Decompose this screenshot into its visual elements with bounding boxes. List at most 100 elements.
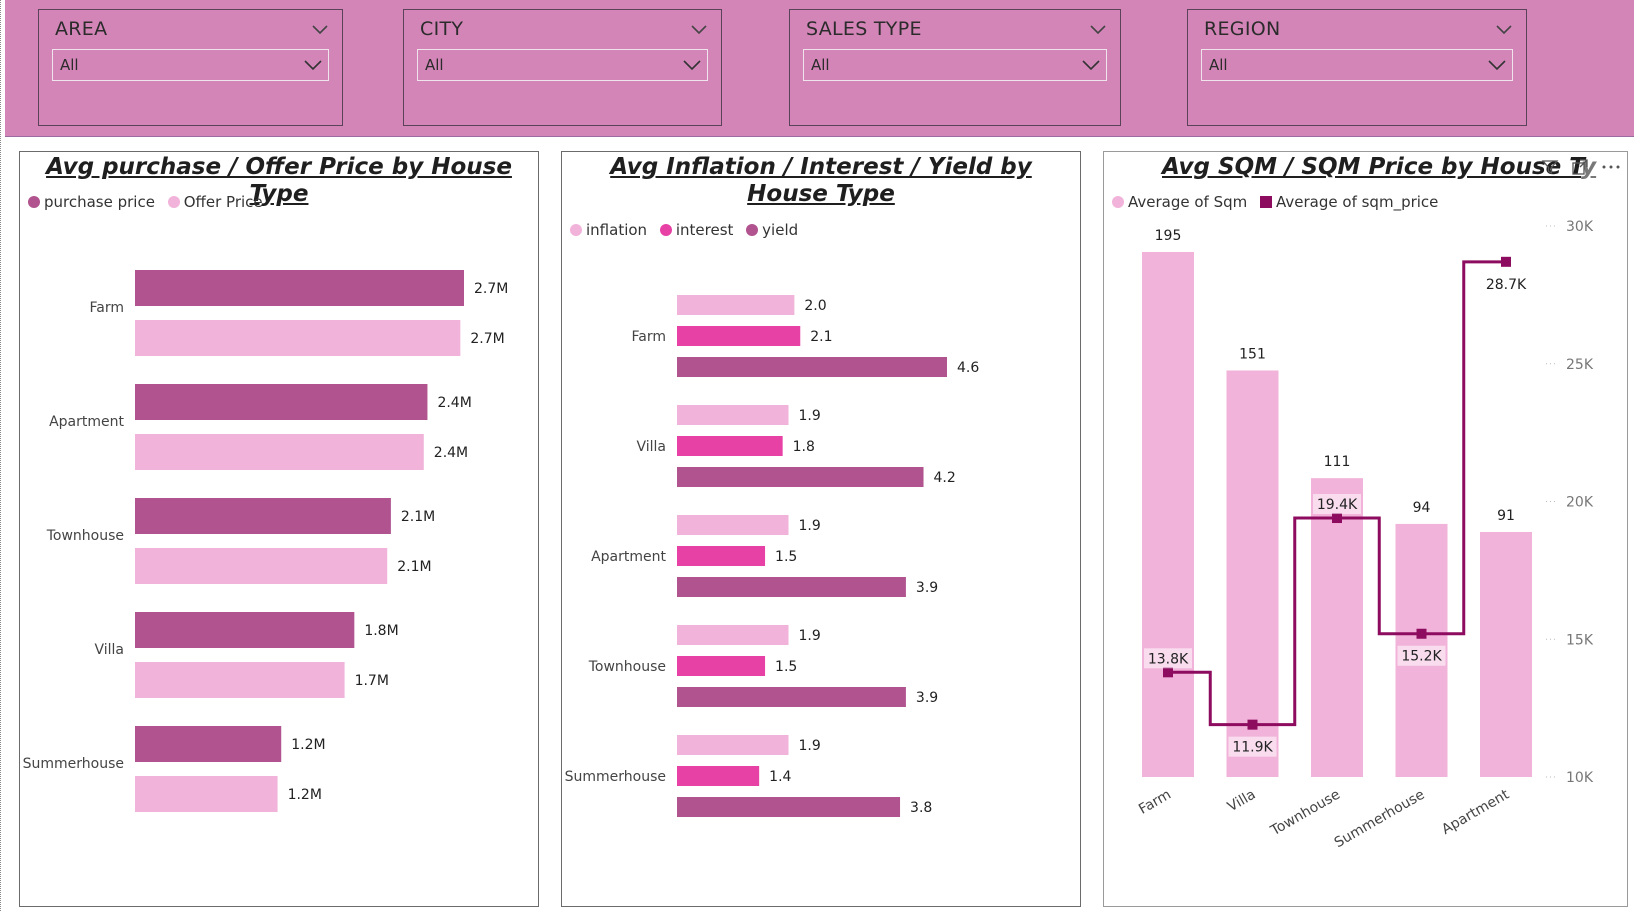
data-label: 111 [1324,454,1351,470]
visual-header-icons [1541,158,1621,180]
y-right-tick-label: 30K [1566,219,1594,235]
legend-label: inflation [586,221,648,239]
chart-title: Avg Inflation / Interest / Yield by Hous… [610,154,1032,207]
data-label: 13.8K [1148,651,1189,667]
data-label: 1.8 [793,439,815,455]
chart-sqm-combo: 10K 15K 20K 25K 30K 195 Farm 151 Villa 111 Townhou… [1136,219,1594,851]
card-purchase-offer[interactable]: Avg purchase / Offer Price by House Type… [19,151,539,907]
slicer-region-title: REGION [1204,18,1281,40]
chevron-down-icon[interactable] [683,56,701,75]
bar-inflation [677,735,789,755]
bar-yield [677,797,901,817]
bar-interest [677,326,801,346]
legend-dot-icon [28,196,40,208]
data-label: 3.8 [910,800,932,816]
bar-purchase-price [135,270,464,306]
focus-mode-icon[interactable] [1571,158,1589,180]
chevron-down-icon[interactable] [1488,56,1506,75]
slicer-city[interactable]: CITY All [403,9,722,126]
data-label: 2.1M [397,559,431,575]
data-label: 1.7M [355,673,389,689]
legend-item[interactable]: Average of sqm_price [1260,193,1438,211]
slicer-sales-type-dropdown[interactable]: All [803,49,1107,81]
bar-yield [677,357,947,377]
data-label: 2.1 [810,329,832,345]
category-label: Villa [94,642,124,658]
category-label: Townhouse [46,528,124,544]
bar-yield [677,467,924,487]
data-label: 1.9 [799,408,821,424]
page-left-border [0,0,1,911]
line-marker [1163,667,1173,678]
bar-offer-price [135,434,424,470]
slicer-sales-type[interactable]: SALES TYPE All [789,9,1121,126]
legend-item[interactable]: yield [746,221,798,239]
chevron-down-icon[interactable] [691,20,707,39]
data-label: 28.7K [1486,277,1527,293]
bar-offer-price [135,776,278,812]
legend-item[interactable]: Average of Sqm [1112,193,1247,211]
data-label: 3.9 [916,580,938,596]
data-label-bg [1397,645,1446,666]
bar-yield [677,577,906,597]
data-label: 4.6 [957,360,979,376]
slicer-city-title: CITY [420,18,464,40]
data-label-bg [1144,648,1192,669]
chevron-down-icon[interactable] [312,20,328,39]
chart-legend: Average of Sqm Average of sqm_price [1112,193,1446,212]
chart-purchase-offer: Farm 2.7M 2.7M Apartment 2.4M 2.4M Townhouse 2.… [23,270,508,812]
data-label: 195 [1155,228,1182,244]
slicer-region[interactable]: REGION All [1187,9,1527,126]
legend-item[interactable]: purchase price [28,193,155,211]
slicer-area-dropdown[interactable]: All [52,49,329,81]
chevron-down-icon[interactable] [1082,56,1100,75]
chart-inflation-interest-yield: Farm2.02.14.6Villa1.91.84.2Apartment1.91… [565,295,979,817]
slicer-region-dropdown[interactable]: All [1201,49,1513,81]
filter-bar: AREA All CITY All SALES TYPE All [5,0,1634,137]
chevron-down-icon[interactable] [304,56,322,75]
bar-yield [677,687,906,707]
data-label: 1.4 [769,769,791,785]
more-options-icon[interactable] [1601,158,1621,180]
bar-inflation [677,405,789,425]
legend-item[interactable]: Offer Price [167,193,263,211]
filter-icon[interactable] [1541,158,1559,180]
slicer-sales-type-value: All [811,56,830,74]
card-inflation-interest-yield[interactable]: Avg Inflation / Interest / Yield by Hous… [561,151,1081,907]
category-label: Summerhouse [23,756,124,772]
bar-purchase-price [135,612,355,648]
chevron-down-icon[interactable] [1496,20,1512,39]
slicer-area-title: AREA [55,18,108,40]
data-label: 91 [1497,508,1515,524]
card-sqm[interactable]: Avg SQM / SQM Price by House Ty Average … [1103,151,1628,907]
slicer-region-value: All [1209,56,1228,74]
category-label: Townhouse [588,659,666,675]
data-label-bg [1313,494,1361,515]
bar-average-sqm [1226,370,1279,777]
legend-label: purchase price [44,193,155,211]
data-label: 1.9 [799,738,821,754]
y-right-tick-label: 15K [1566,632,1594,648]
legend-square-icon [1260,196,1273,208]
data-label: 11.9K [1232,740,1273,756]
data-label: 1.8M [364,623,398,639]
chevron-down-icon[interactable] [1090,20,1106,39]
bar-offer-price [135,548,388,584]
line-marker [1501,256,1511,267]
y-right-tick-label: 10K [1566,770,1594,786]
legend-item[interactable]: interest [659,221,734,239]
line-marker [1247,719,1258,730]
line-marker [1416,628,1427,639]
slicer-city-dropdown[interactable]: All [417,49,708,81]
slicer-area[interactable]: AREA All [38,9,343,126]
x-tick-label: Apartment [1439,786,1512,838]
x-tick-label: Farm [1136,787,1174,818]
bar-interest [677,546,766,566]
data-label: 1.5 [775,659,797,675]
legend-dot-icon [570,224,582,236]
legend-label: interest [675,221,734,239]
legend-item[interactable]: inflation [570,221,647,239]
data-label: 1.9 [799,628,821,644]
legend-dot-icon [746,224,759,236]
category-label: Apartment [591,549,666,565]
